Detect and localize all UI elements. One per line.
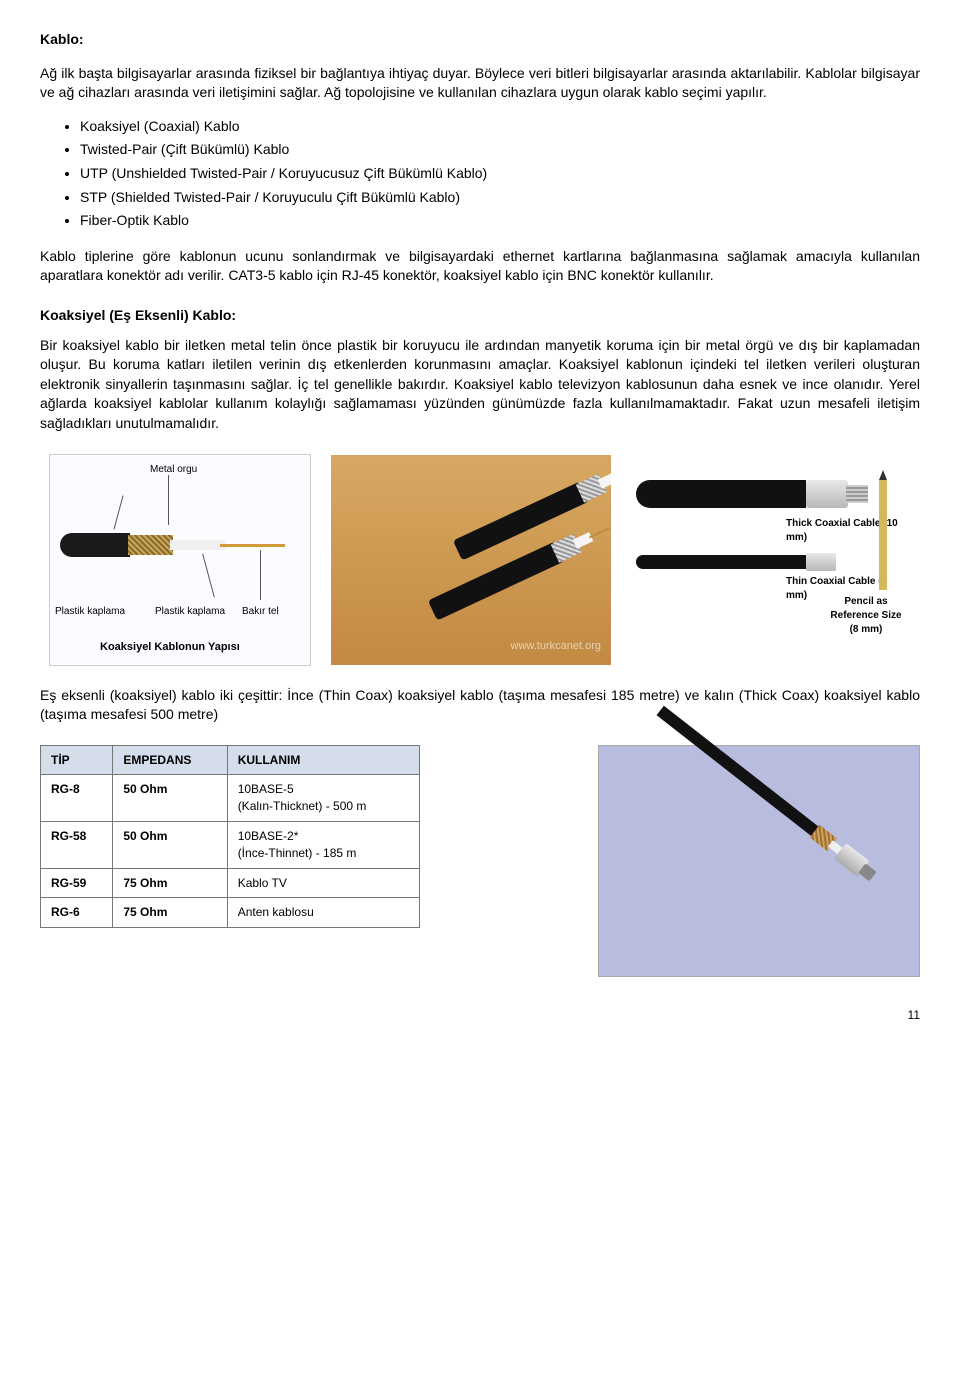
diagram-label-metal-orgu: Metal orgu <box>150 463 197 477</box>
list-item: UTP (Unshielded Twisted-Pair / Koruyucus… <box>80 164 920 184</box>
connector-icon <box>806 480 848 508</box>
table-cell: 10BASE-5 (Kalın-Thicknet) - 500 m <box>227 775 419 822</box>
list-item: Twisted-Pair (Çift Bükümlü) Kablo <box>80 140 920 160</box>
table-cell: 75 Ohm <box>113 868 227 898</box>
table-cell: 50 Ohm <box>113 822 227 869</box>
cable-dielectric-icon <box>170 540 225 550</box>
table-row: RG-59 75 Ohm Kablo TV <box>41 868 420 898</box>
table-row: RG-8 50 Ohm 10BASE-5 (Kalın-Thicknet) - … <box>41 775 420 822</box>
connector-paragraph: Kablo tiplerine göre kablonun ucunu sonl… <box>40 247 920 286</box>
bnc-connector-photo <box>598 745 920 977</box>
list-item: Koaksiyel (Coaxial) Kablo <box>80 117 920 137</box>
diagram-label-plastik-2: Plastik kaplama <box>155 605 225 619</box>
pencil-label: Pencil as Reference Size (8 mm) <box>826 595 906 637</box>
list-item: Fiber-Optik Kablo <box>80 211 920 231</box>
page-title: Kablo: <box>40 30 920 50</box>
coax-spec-table: TİP EMPEDANS KULLANIM RG-8 50 Ohm 10BASE… <box>40 745 420 929</box>
coax-structure-diagram: Metal orgu Plastik kaplama Plastik kapla… <box>49 454 311 666</box>
thin-cable-icon <box>636 555 806 569</box>
lead-line <box>113 495 123 529</box>
coax-size-comparison: Thick Coaxial Cable (10 mm) Thin Coaxial… <box>631 455 911 665</box>
lead-line <box>168 475 169 525</box>
lead-line <box>202 553 215 597</box>
thick-label: Thick Coaxial Cable (10 mm) <box>786 517 911 545</box>
table-cell: RG-8 <box>41 775 113 822</box>
cable-copper-icon <box>220 544 285 547</box>
list-item: STP (Shielded Twisted-Pair / Koruyuculu … <box>80 188 920 208</box>
photo-watermark: www.turkcanet.org <box>511 639 601 654</box>
pencil-tip-icon <box>879 470 887 480</box>
intro-paragraph: Ağ ilk başta bilgisayarlar arasında fizi… <box>40 64 920 103</box>
coax-photo: www.turkcanet.org <box>331 455 611 665</box>
table-header: TİP <box>41 745 113 775</box>
diagram-label-bakir: Bakır tel <box>242 605 279 619</box>
table-cell: 75 Ohm <box>113 898 227 928</box>
table-header: KULLANIM <box>227 745 419 775</box>
coax-cable-2-icon <box>428 541 564 620</box>
table-cell: RG-58 <box>41 822 113 869</box>
thin-connector-icon <box>806 553 836 571</box>
coax-description-paragraph: Bir koaksiyel kablo bir iletken metal te… <box>40 336 920 434</box>
table-cell: Anten kablosu <box>227 898 419 928</box>
coax-types-paragraph: Eş eksenli (koaksiyel) kablo iki çeşitti… <box>40 686 920 725</box>
lead-line <box>260 550 261 600</box>
table-cell: Kablo TV <box>227 868 419 898</box>
table-cell: RG-6 <box>41 898 113 928</box>
table-row: RG-6 75 Ohm Anten kablosu <box>41 898 420 928</box>
coax-section-title: Koaksiyel (Eş Eksenli) Kablo: <box>40 306 920 326</box>
figure-row: Metal orgu Plastik kaplama Plastik kapla… <box>40 454 920 666</box>
bnc-cable-icon <box>657 705 822 838</box>
pencil-icon <box>879 480 887 590</box>
diagram-label-plastik-1: Plastik kaplama <box>55 605 125 619</box>
connector-thread-icon <box>846 485 868 503</box>
cable-outer-icon <box>60 533 130 557</box>
table-row: RG-58 50 Ohm 10BASE-2* (İnce-Thinnet) - … <box>41 822 420 869</box>
cable-braid-icon <box>128 535 173 555</box>
cable-type-list: Koaksiyel (Coaxial) Kablo Twisted-Pair (… <box>40 117 920 231</box>
table-header: EMPEDANS <box>113 745 227 775</box>
diagram-caption: Koaksiyel Kablonun Yapısı <box>100 640 240 655</box>
table-row-container: TİP EMPEDANS KULLANIM RG-8 50 Ohm 10BASE… <box>40 745 920 977</box>
table-cell: 50 Ohm <box>113 775 227 822</box>
table-cell: 10BASE-2* (İnce-Thinnet) - 185 m <box>227 822 419 869</box>
page-number: 11 <box>40 1007 920 1024</box>
table-cell: RG-59 <box>41 868 113 898</box>
thick-cable-icon <box>636 480 806 508</box>
